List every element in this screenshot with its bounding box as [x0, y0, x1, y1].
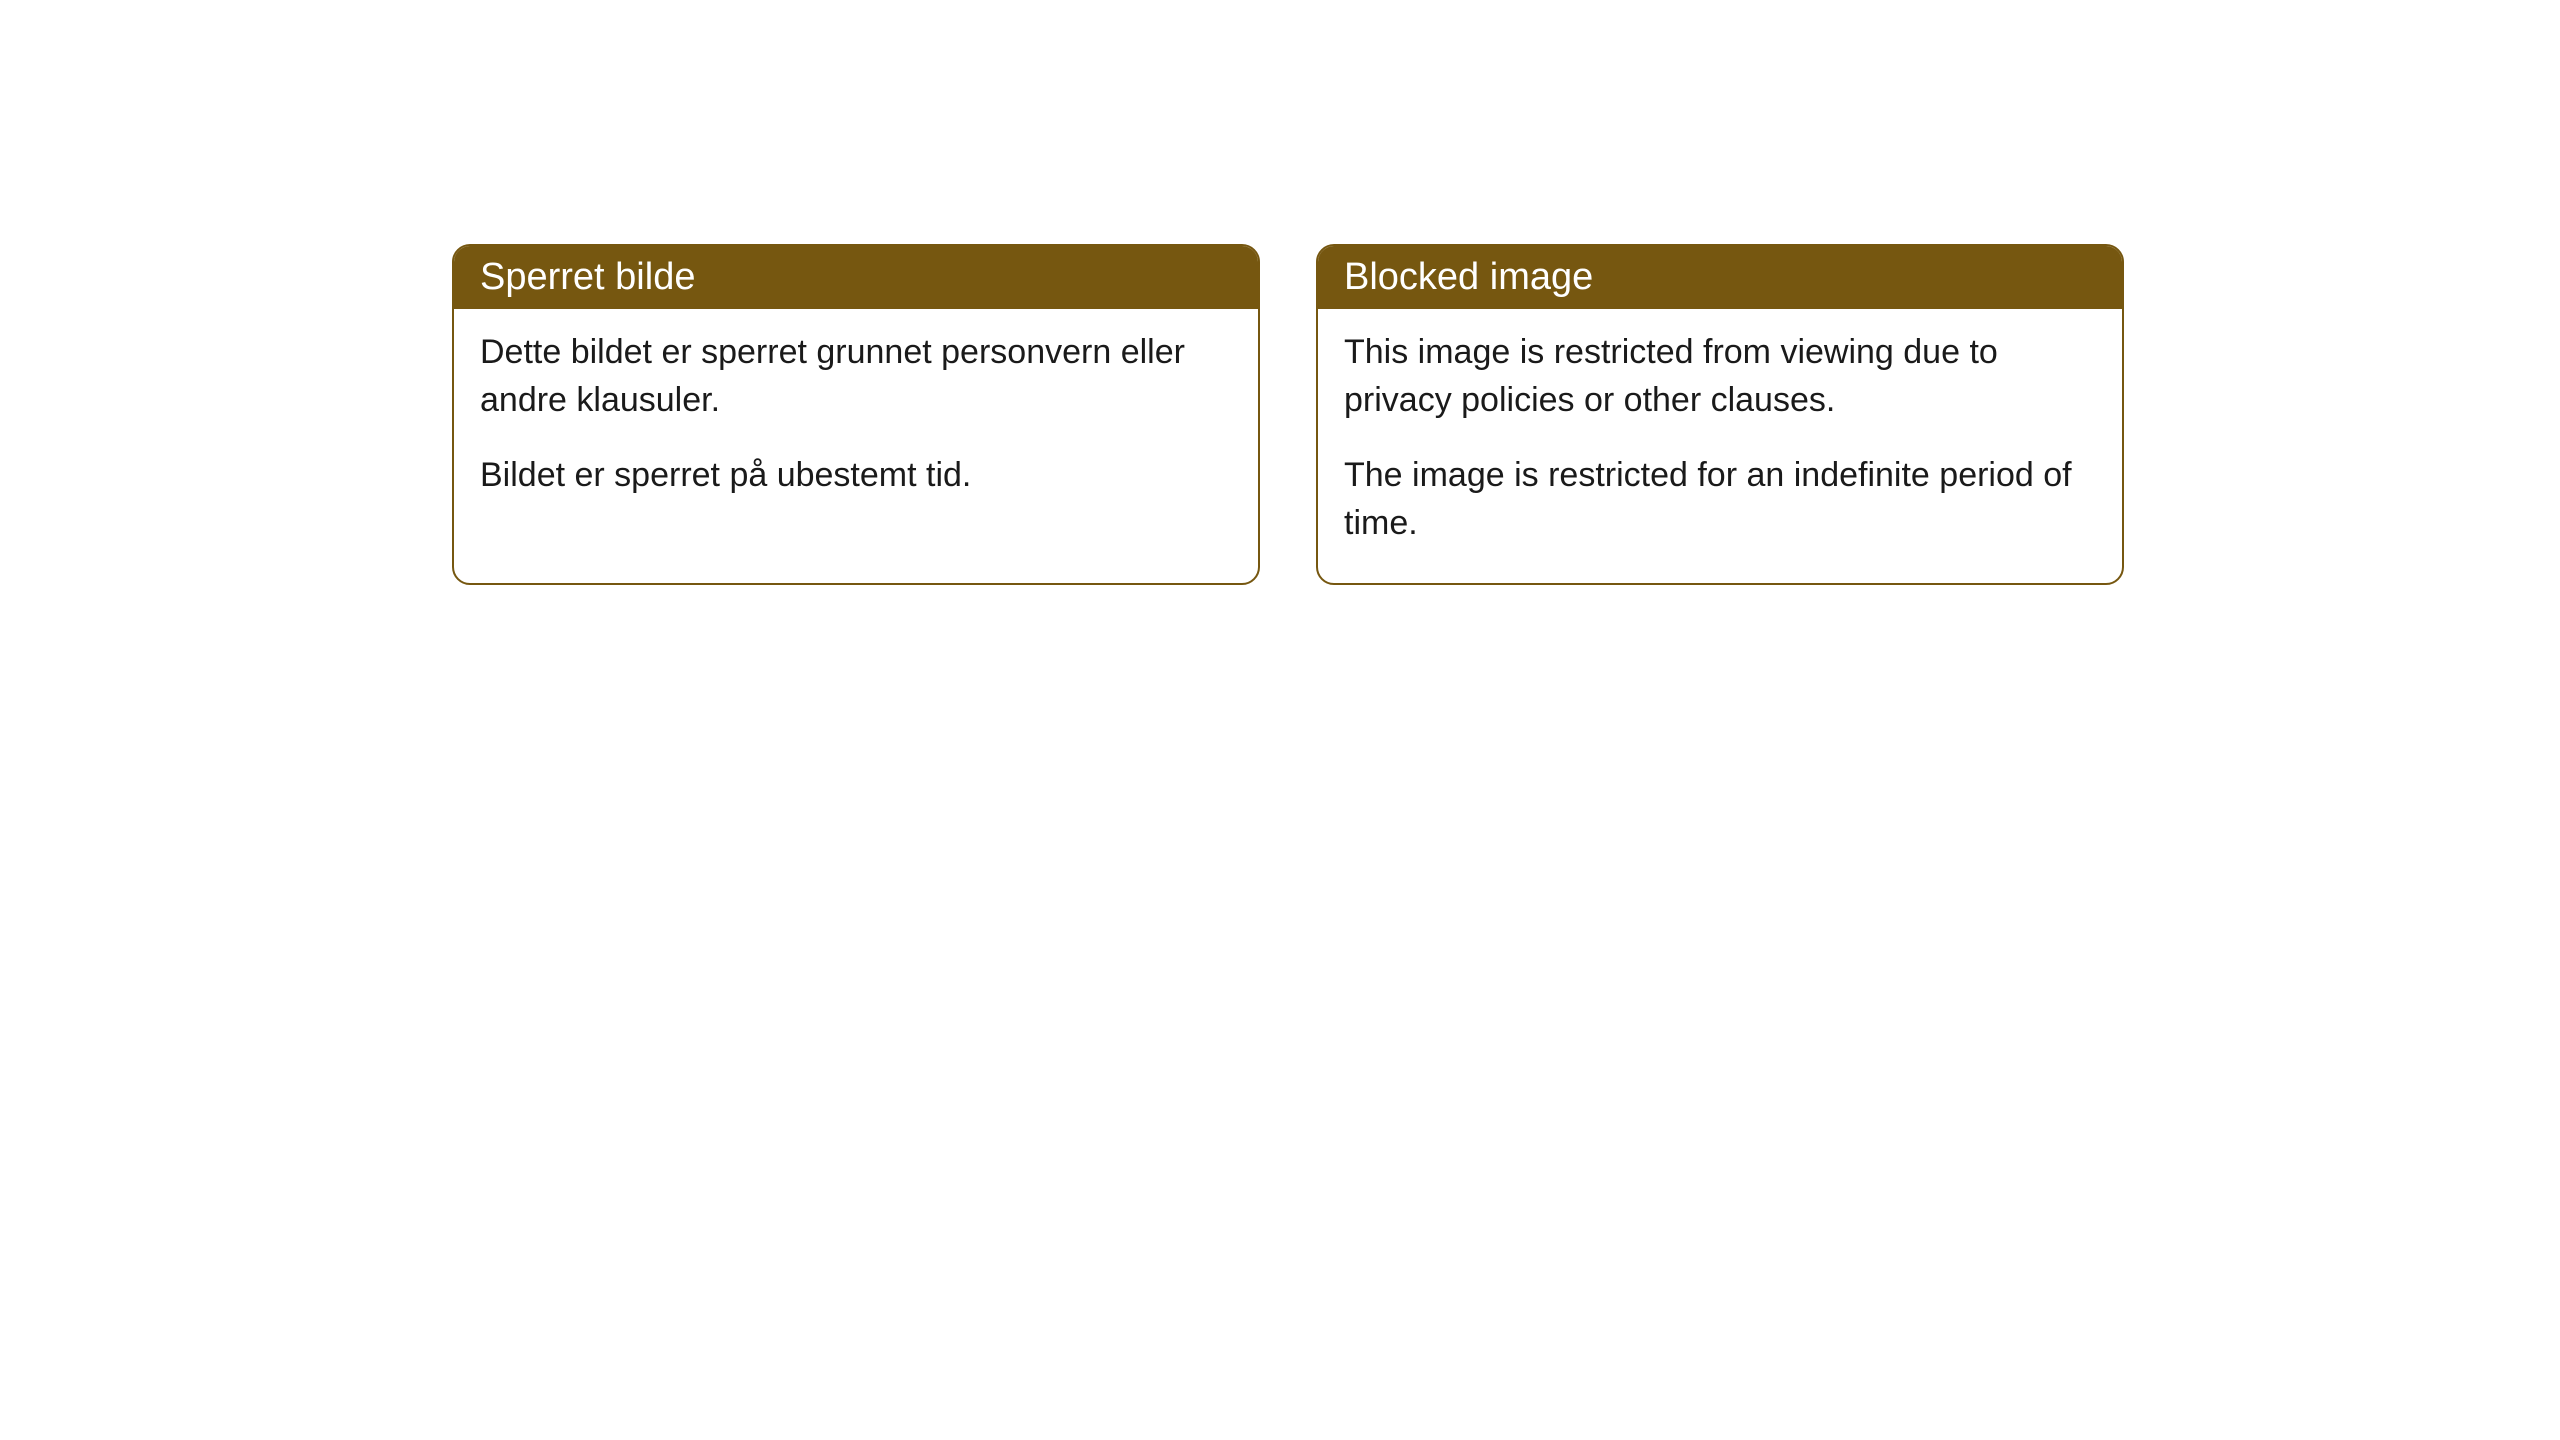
- card-body: Dette bildet er sperret grunnet personve…: [454, 309, 1258, 536]
- card-header: Blocked image: [1318, 246, 2122, 309]
- card-paragraph: The image is restricted for an indefinit…: [1344, 452, 2096, 547]
- blocked-image-card-norwegian: Sperret bilde Dette bildet er sperret gr…: [452, 244, 1260, 585]
- card-title: Sperret bilde: [480, 256, 695, 298]
- blocked-image-card-english: Blocked image This image is restricted f…: [1316, 244, 2124, 585]
- card-header: Sperret bilde: [454, 246, 1258, 309]
- cards-container: Sperret bilde Dette bildet er sperret gr…: [0, 0, 2560, 585]
- card-paragraph: Dette bildet er sperret grunnet personve…: [480, 329, 1232, 424]
- card-paragraph: Bildet er sperret på ubestemt tid.: [480, 452, 1232, 500]
- card-paragraph: This image is restricted from viewing du…: [1344, 329, 2096, 424]
- card-title: Blocked image: [1344, 256, 1593, 298]
- card-body: This image is restricted from viewing du…: [1318, 309, 2122, 583]
